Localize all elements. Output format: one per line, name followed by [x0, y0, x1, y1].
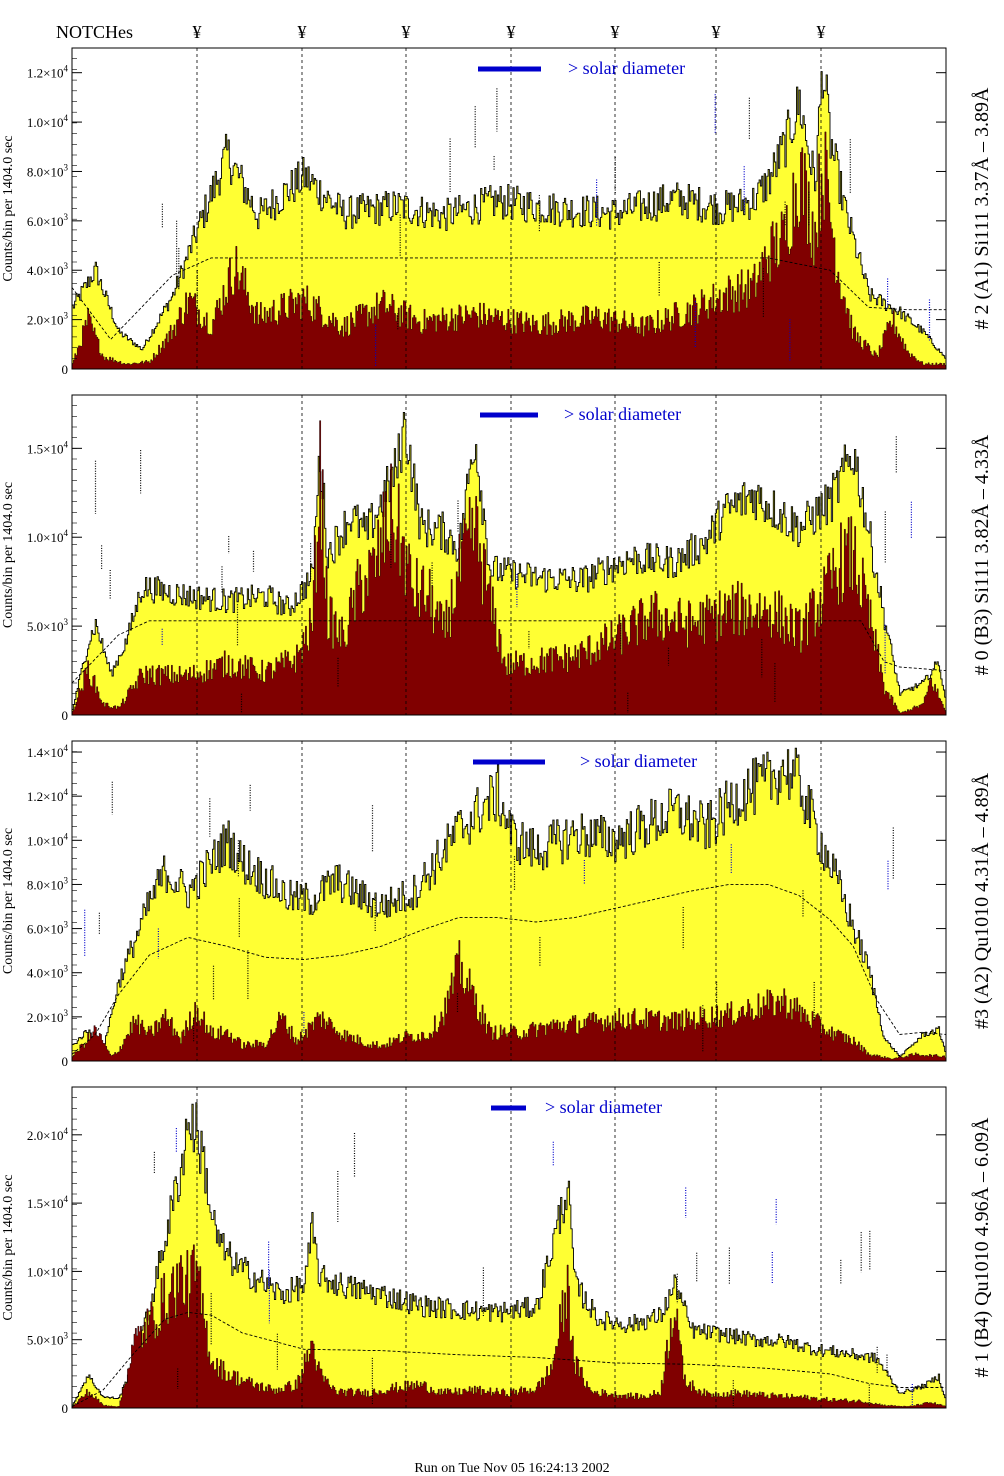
- notch-markers: ¥ ¥ ¥ ¥ ¥ ¥ ¥: [193, 22, 826, 42]
- ytick-label: 0: [62, 708, 69, 723]
- y-axis-label: Counts/bin per 1404.0 sec: [1, 482, 16, 628]
- histogram-outer: [71, 1102, 947, 1409]
- ytick-exponent: 4: [64, 1126, 69, 1136]
- ytick-exponent: 3: [64, 162, 69, 172]
- ytick-exponent: 4: [64, 831, 69, 841]
- notch-symbol-6: ¥: [712, 22, 721, 42]
- ytick-exponent: 3: [64, 212, 69, 222]
- panel-4: 0 5.0×103 1.0×104 1.5×104 2.0×104 Counts/bin …: [1, 1086, 993, 1416]
- ytick-label: 1.0×104: [27, 1262, 69, 1279]
- ytick-label: 8.0×103: [27, 875, 69, 892]
- ytick-exponent: 4: [64, 1262, 69, 1272]
- ytick-label: 4.0×103: [27, 964, 69, 981]
- ytick-label: 2.0×103: [27, 311, 69, 328]
- notches-label: NOTCHes: [56, 22, 133, 42]
- ytick-label: 0: [62, 1401, 69, 1416]
- ytick-label: 4.0×103: [27, 261, 69, 278]
- ytick-exponent: 4: [64, 1194, 69, 1204]
- ytick-exponent: 3: [64, 964, 69, 974]
- histogram-inner: [71, 420, 947, 716]
- ytick-label: 6.0×103: [27, 212, 69, 229]
- ytick-exponent: 3: [64, 311, 69, 321]
- histogram-inner: [71, 940, 947, 1062]
- mean-curve: [71, 257, 946, 341]
- legend-label: > solar diameter: [580, 751, 697, 771]
- notch-symbol-2: ¥: [298, 22, 307, 42]
- ytick-label: 0: [62, 362, 69, 377]
- ytick-exponent: 3: [64, 1331, 69, 1341]
- panel-title: # 0 (B3) Si111 3.82Å – 4.33Å: [971, 434, 993, 675]
- ytick-label: 2.0×103: [27, 1008, 69, 1025]
- legend-label: > solar diameter: [545, 1097, 662, 1117]
- mean-curve: [71, 620, 947, 684]
- notch-symbol-4: ¥: [507, 22, 516, 42]
- panel-1: 0 2.0×103 4.0×103 6.0×103 8.0×103 1.0×104 1.2×…: [1, 47, 993, 377]
- ytick-label: 1.0×104: [27, 528, 69, 545]
- ytick-exponent: 3: [64, 261, 69, 271]
- ytick-label: 2.0×104: [27, 1126, 69, 1143]
- panel-3: 0 2.0×103 4.0×103 6.0×103 8.0×103 1.0×104 1.2×…: [1, 740, 993, 1069]
- ytick-exponent: 3: [64, 920, 69, 930]
- ytick-label: 1.5×104: [27, 439, 69, 456]
- histogram-inner: [71, 131, 947, 370]
- y-axis-label: Counts/bin per 1404.0 sec: [1, 828, 16, 974]
- panel-title: # 1 (B4) Qu1010 4.96Å – 6.09Å: [971, 1117, 993, 1378]
- ytick-label: 1.4×104: [27, 743, 69, 760]
- ytick-exponent: 4: [64, 64, 69, 74]
- ytick-exponent: 4: [64, 113, 69, 123]
- panel-title: # 2 (A1) Si111 3.37Å – 3.89Å: [971, 87, 993, 329]
- notch-symbol-3: ¥: [402, 22, 411, 42]
- histogram-outer: [71, 747, 947, 1062]
- legend-label: > solar diameter: [568, 58, 685, 78]
- ytick-label: 1.2×104: [27, 64, 69, 81]
- ytick-exponent: 3: [64, 617, 69, 627]
- mean-curve: [71, 883, 947, 1055]
- panels: 0 2.0×103 4.0×103 6.0×103 8.0×103 1.0×104 1.2×…: [1, 47, 993, 1416]
- notch-symbol-5: ¥: [611, 22, 620, 42]
- footer-run-info: Run on Tue Nov 05 16:24:13 2002: [414, 1461, 609, 1476]
- ytick-label: 1.0×104: [27, 831, 69, 848]
- legend-label: > solar diameter: [564, 404, 681, 424]
- ytick-exponent: 3: [64, 1008, 69, 1018]
- ytick-label: 8.0×103: [27, 162, 69, 179]
- ytick-label: 1.2×104: [27, 787, 69, 804]
- ytick-exponent: 4: [64, 528, 69, 538]
- ytick-label: 6.0×103: [27, 920, 69, 937]
- ytick-exponent: 4: [64, 787, 69, 797]
- ytick-label: 1.0×104: [27, 113, 69, 130]
- panel-title: #3 (A2) Qu1010 4.31Å – 4.89Å: [971, 772, 993, 1029]
- panel-2: 0 5.0×103 1.0×104 1.5×104 Counts/bin per 140…: [1, 394, 993, 723]
- notch-symbol-7: ¥: [817, 22, 826, 42]
- histogram-inner: [71, 1244, 947, 1409]
- ytick-label: 1.5×104: [27, 1194, 69, 1211]
- ytick-exponent: 4: [64, 743, 69, 753]
- ytick-exponent: 4: [64, 439, 69, 449]
- ytick-label: 5.0×103: [27, 1331, 69, 1348]
- notch-symbol-1: ¥: [193, 22, 202, 42]
- ytick-exponent: 3: [64, 875, 69, 885]
- ytick-label: 5.0×103: [27, 617, 69, 634]
- ytick-label: 0: [62, 1054, 69, 1069]
- y-axis-label: Counts/bin per 1404.0 sec: [1, 135, 16, 281]
- y-axis-label: Counts/bin per 1404.0 sec: [1, 1174, 16, 1320]
- mean-curve: [71, 1311, 946, 1407]
